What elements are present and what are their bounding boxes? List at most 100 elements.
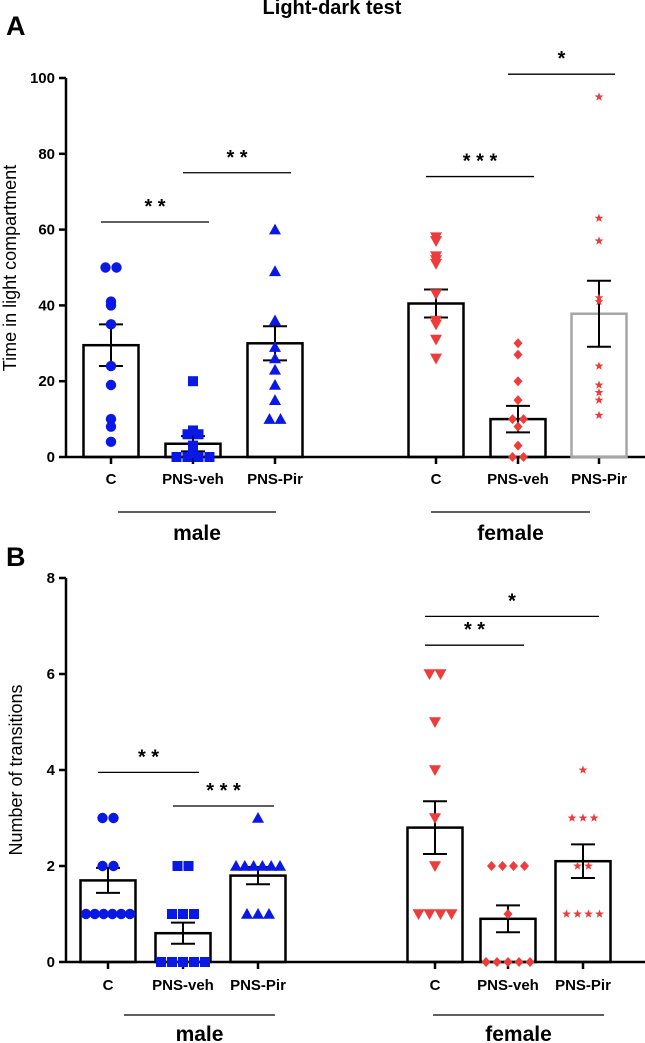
data-point	[498, 861, 507, 871]
data-point	[182, 452, 193, 462]
data-point	[116, 908, 127, 920]
category-label: C	[430, 977, 441, 994]
data-point	[509, 861, 518, 871]
data-point	[513, 376, 523, 387]
significance-label: * * *	[463, 151, 498, 173]
data-point	[513, 338, 523, 349]
data-point	[167, 909, 177, 919]
data-point	[247, 860, 260, 871]
data-point	[269, 314, 281, 326]
data-point	[434, 909, 447, 920]
data-point	[241, 908, 253, 919]
y-tick-label: 0	[47, 449, 55, 466]
data-point	[594, 380, 604, 389]
group-label: female	[485, 1023, 552, 1043]
category-label: C	[103, 977, 114, 994]
data-point	[269, 352, 281, 364]
data-point	[193, 429, 204, 440]
data-point	[520, 861, 529, 871]
data-point	[105, 436, 117, 448]
data-point	[124, 908, 136, 920]
data-point	[423, 909, 436, 920]
data-point	[481, 957, 491, 967]
data-point	[429, 717, 441, 728]
y-tick-label: 20	[38, 373, 55, 390]
group-label: male	[176, 1023, 224, 1043]
data-point	[269, 341, 281, 352]
category-label: PNS-veh	[487, 471, 549, 488]
data-point	[105, 413, 117, 425]
data-point	[578, 813, 588, 822]
data-point	[594, 395, 604, 404]
data-point	[429, 813, 441, 824]
significance-label: *	[508, 590, 516, 612]
data-point	[429, 861, 441, 872]
data-point	[252, 908, 264, 919]
data-point	[274, 860, 286, 871]
panel-letter: A	[6, 11, 26, 41]
data-point	[445, 909, 458, 920]
significance-label: *	[558, 48, 566, 70]
data-point	[156, 957, 166, 967]
data-point	[573, 909, 582, 918]
data-point	[178, 957, 188, 967]
data-point	[594, 236, 604, 245]
panel-a: A Time in light compartment 0 20 40 60 80 100 C P…	[0, 11, 645, 545]
data-point	[513, 349, 523, 360]
data-point	[100, 262, 111, 273]
data-point	[172, 861, 183, 871]
data-point	[189, 909, 199, 919]
significance-label: * *	[144, 196, 165, 218]
y-tick-label: 4	[47, 762, 56, 779]
data-point	[594, 213, 604, 222]
significance-label: * * *	[206, 780, 241, 802]
group-label: female	[477, 522, 544, 545]
panel-letter: B	[6, 542, 26, 572]
category-label: PNS-Pir	[247, 471, 303, 488]
data-point	[594, 297, 604, 306]
data-point	[97, 812, 108, 824]
data-point	[193, 452, 204, 462]
data-point	[188, 376, 198, 387]
chart-title: Light-dark test	[263, 0, 402, 19]
data-point	[269, 223, 281, 235]
data-point	[265, 860, 278, 871]
data-point	[256, 860, 269, 871]
data-point	[573, 861, 582, 870]
significance-label: * *	[138, 746, 159, 768]
data-point	[513, 440, 523, 451]
data-point	[514, 957, 524, 967]
group-label: male	[173, 522, 221, 545]
data-point	[487, 861, 496, 871]
data-point	[594, 92, 604, 101]
y-axis-label: Time in light compartment	[0, 165, 20, 371]
data-point	[178, 909, 188, 919]
category-label: PNS-Pir	[571, 471, 627, 488]
data-point	[269, 265, 281, 277]
data-point	[594, 410, 604, 420]
data-point	[513, 421, 523, 432]
y-tick-label: 8	[47, 570, 55, 587]
data-point	[97, 860, 108, 872]
panel-b: B Number of transitions 0 2 4 6 8 C PNS-veh PNS-P…	[6, 542, 645, 1043]
data-point	[98, 908, 109, 920]
data-point	[105, 421, 117, 432]
data-point	[263, 908, 275, 919]
data-point	[584, 861, 593, 870]
data-point	[89, 908, 101, 920]
data-point	[562, 909, 571, 918]
data-point	[80, 908, 92, 920]
y-tick-label: 2	[47, 858, 55, 875]
category-label: PNS-Pir	[230, 977, 286, 994]
data-point	[188, 440, 198, 451]
data-point	[423, 669, 436, 680]
data-point	[269, 363, 281, 375]
data-point	[430, 236, 442, 247]
significance-label: * *	[464, 619, 485, 641]
data-point	[430, 289, 442, 301]
y-tick-label: 0	[47, 954, 55, 971]
data-point	[429, 765, 441, 776]
data-point	[105, 319, 117, 330]
data-point	[274, 413, 287, 424]
